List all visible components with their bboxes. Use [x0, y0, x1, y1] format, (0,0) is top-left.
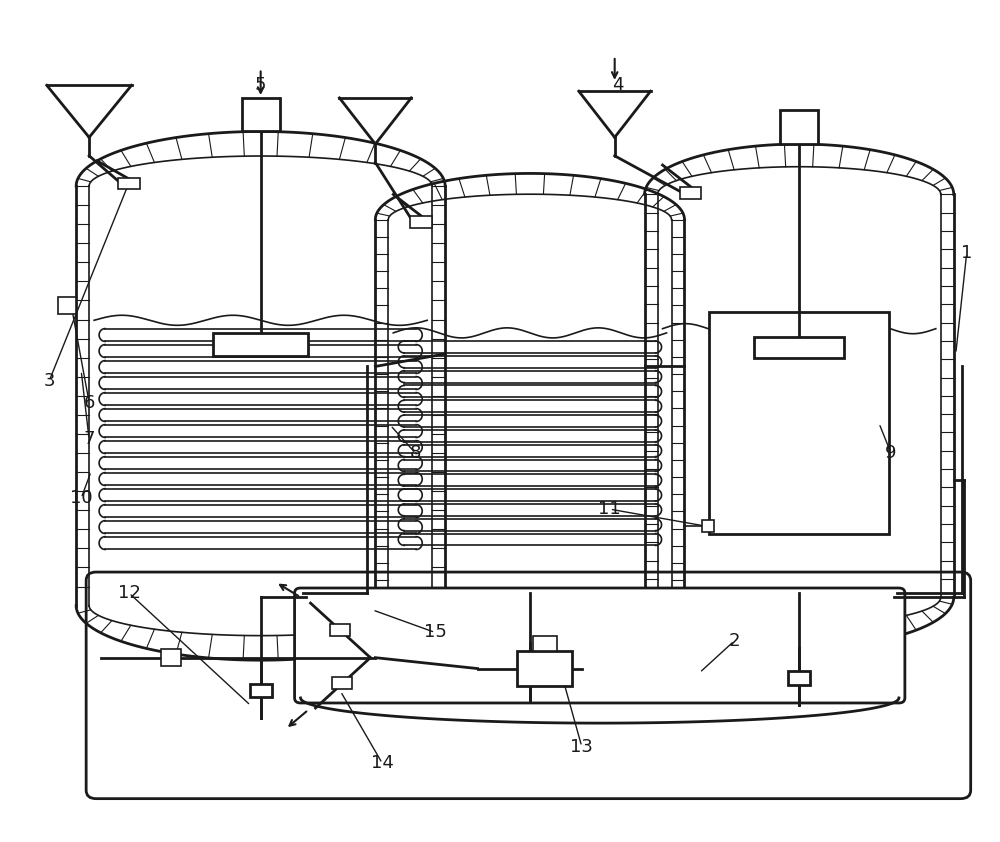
Bar	[213, 333, 308, 356]
Bar	[788, 671, 810, 685]
Text: 12: 12	[118, 584, 140, 602]
FancyBboxPatch shape	[295, 588, 905, 703]
Bar	[519, 667, 541, 680]
Bar	[780, 110, 818, 144]
Bar	[680, 187, 701, 199]
Bar	[250, 684, 272, 697]
Text: 4: 4	[612, 77, 623, 94]
Bar	[118, 178, 140, 189]
Text: 7: 7	[83, 430, 95, 449]
Bar	[161, 649, 181, 666]
Bar	[517, 651, 572, 686]
Bar	[332, 677, 352, 689]
Bar	[58, 296, 76, 313]
Bar	[754, 337, 844, 358]
FancyBboxPatch shape	[86, 572, 971, 799]
Bar	[709, 312, 889, 535]
Text: 1: 1	[961, 244, 972, 262]
Bar	[702, 520, 714, 532]
Text: 5: 5	[255, 77, 266, 94]
Text: 10: 10	[70, 489, 92, 507]
Text: 11: 11	[598, 500, 621, 518]
Bar	[242, 98, 280, 131]
Bar	[410, 216, 432, 228]
Text: 9: 9	[885, 444, 897, 462]
Text: 14: 14	[371, 754, 394, 772]
Text: 15: 15	[424, 623, 447, 642]
Bar	[330, 624, 350, 636]
Bar	[533, 636, 557, 651]
Text: 3: 3	[44, 371, 55, 390]
Text: 13: 13	[570, 738, 593, 755]
Text: 2: 2	[729, 632, 740, 650]
Text: 8: 8	[410, 444, 421, 462]
Text: 6: 6	[83, 393, 95, 412]
